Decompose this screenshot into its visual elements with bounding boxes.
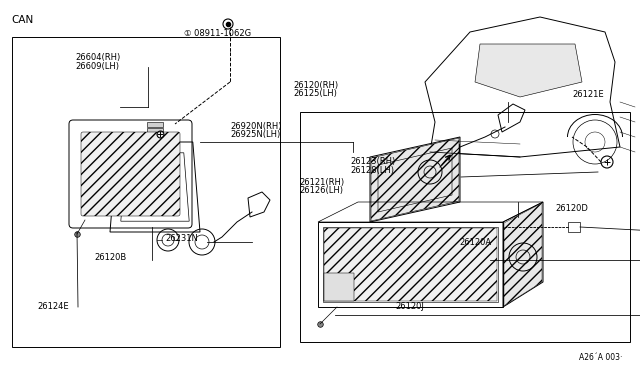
- Polygon shape: [504, 203, 542, 306]
- Bar: [318, 222, 503, 307]
- Polygon shape: [475, 44, 582, 97]
- Bar: [568, 222, 580, 232]
- Text: 26128(LH): 26128(LH): [351, 166, 395, 174]
- Text: 26120D: 26120D: [556, 204, 588, 213]
- Text: 26121E: 26121E: [573, 90, 604, 99]
- Text: 26120B: 26120B: [95, 253, 127, 262]
- Text: 26124E: 26124E: [37, 302, 68, 311]
- Bar: [324, 273, 354, 301]
- Bar: [324, 228, 497, 301]
- Polygon shape: [371, 138, 459, 221]
- Text: A26´A 003·: A26´A 003·: [579, 353, 622, 362]
- Text: 26609(LH): 26609(LH): [76, 62, 120, 71]
- Text: 26126(LH): 26126(LH): [300, 186, 344, 195]
- Text: 26123(RH): 26123(RH): [351, 157, 396, 166]
- Bar: [147, 122, 163, 127]
- Text: ① 08911-1062G: ① 08911-1062G: [184, 29, 252, 38]
- Bar: [147, 134, 163, 139]
- Text: 26925N(LH): 26925N(LH): [230, 130, 281, 139]
- Text: 26120(RH): 26120(RH): [293, 81, 339, 90]
- Text: 26231N: 26231N: [165, 234, 198, 243]
- Bar: [300, 112, 630, 342]
- Text: 26120A: 26120A: [460, 238, 492, 247]
- Text: 26121(RH): 26121(RH): [300, 178, 345, 187]
- Bar: [147, 128, 163, 133]
- Text: 26125(LH): 26125(LH): [293, 89, 337, 98]
- Text: 26120J: 26120J: [396, 302, 424, 311]
- Text: 26604(RH): 26604(RH): [76, 53, 121, 62]
- FancyBboxPatch shape: [81, 132, 180, 216]
- Bar: [447, 144, 459, 152]
- Bar: [12, 37, 280, 347]
- Text: CAN: CAN: [12, 16, 34, 25]
- Bar: [323, 227, 498, 302]
- Text: 26920N(RH): 26920N(RH): [230, 122, 282, 131]
